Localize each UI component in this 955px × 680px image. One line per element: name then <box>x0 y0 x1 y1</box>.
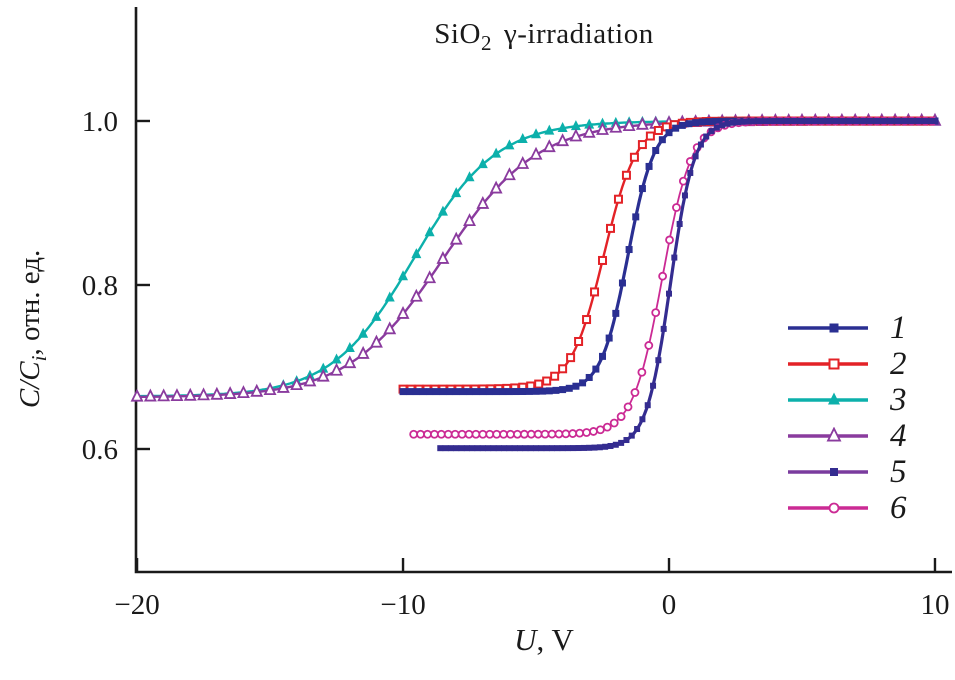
legend-label: 5 <box>890 453 907 490</box>
y-axis-variable-subscript: i <box>26 355 51 362</box>
legend-marker-triangle-open-icon <box>788 427 868 442</box>
x-axis-label: U, V <box>136 622 952 658</box>
x-tick-label: 10 <box>920 589 949 621</box>
legend-item-3: 3 <box>786 382 912 418</box>
x-axis-units: , V <box>536 622 574 657</box>
chart-title-subscript: 2 <box>480 30 492 55</box>
x-tick-label: −20 <box>114 589 159 621</box>
legend-marker-square-filled-icon <box>788 323 868 333</box>
chart-title-material: SiO <box>434 18 481 50</box>
series-curve-5 <box>437 117 938 452</box>
y-axis-variable: C/C <box>14 361 47 409</box>
y-axis-label: C/Ci, отн. ед. <box>14 164 52 494</box>
x-tick-label: −10 <box>380 589 425 621</box>
y-tick-label: 1.0 <box>82 106 118 138</box>
legend-item-2: 2 <box>786 346 912 382</box>
legend-item-5: 5 <box>786 454 912 490</box>
x-tick-label: 0 <box>662 589 677 621</box>
legend-marker-circle-open-icon <box>788 502 868 514</box>
series-curve-3 <box>132 114 862 400</box>
legend-item-4: 4 <box>786 418 912 454</box>
legend-item-1: 1 <box>786 310 912 346</box>
legend-marker-square-open-icon <box>788 358 868 370</box>
legend-label: 3 <box>890 381 907 418</box>
y-axis-units: , отн. ед. <box>14 249 47 356</box>
series-curve-6 <box>409 116 937 439</box>
legend-label: 2 <box>890 345 907 382</box>
legend-marker-triangle-filled-icon <box>788 392 868 405</box>
x-axis-variable: U <box>514 622 537 657</box>
legend-marker-square-filled-icon <box>788 468 868 476</box>
y-tick-label: 0.6 <box>82 434 118 466</box>
chart-title: SiO2 γ-irradiation <box>136 18 952 56</box>
y-tick-label: 0.8 <box>82 270 118 302</box>
legend-item-6: 6 <box>786 490 912 526</box>
legend-label: 1 <box>890 309 907 346</box>
legend-label: 6 <box>890 489 907 526</box>
legend-label: 4 <box>890 417 907 454</box>
chart-title-irradiation: γ-irradiation <box>503 18 654 50</box>
